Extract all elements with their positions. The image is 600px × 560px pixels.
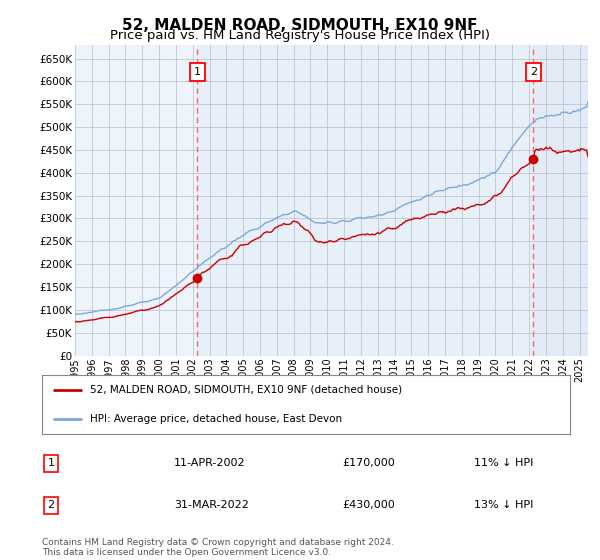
Text: 52, MALDEN ROAD, SIDMOUTH, EX10 9NF: 52, MALDEN ROAD, SIDMOUTH, EX10 9NF [122,18,478,33]
Bar [533,45,588,356]
Text: 31-MAR-2022: 31-MAR-2022 [174,501,249,510]
Text: 1: 1 [194,67,201,77]
Text: 13% ↓ HPI: 13% ↓ HPI [474,501,533,510]
Text: 52, MALDEN ROAD, SIDMOUTH, EX10 9NF (detached house): 52, MALDEN ROAD, SIDMOUTH, EX10 9NF (det… [89,385,401,395]
Text: Price paid vs. HM Land Registry's House Price Index (HPI): Price paid vs. HM Land Registry's House … [110,29,490,42]
Text: 2: 2 [47,501,55,510]
Text: 11% ↓ HPI: 11% ↓ HPI [474,459,533,468]
Text: £170,000: £170,000 [342,459,395,468]
Text: HPI: Average price, detached house, East Devon: HPI: Average price, detached house, East… [89,414,341,424]
Text: Contains HM Land Registry data © Crown copyright and database right 2024.
This d: Contains HM Land Registry data © Crown c… [42,538,394,557]
Text: £430,000: £430,000 [342,501,395,510]
Text: 1: 1 [47,459,55,468]
Text: 11-APR-2002: 11-APR-2002 [174,459,245,468]
Text: 2: 2 [530,67,537,77]
Bar [197,45,588,356]
